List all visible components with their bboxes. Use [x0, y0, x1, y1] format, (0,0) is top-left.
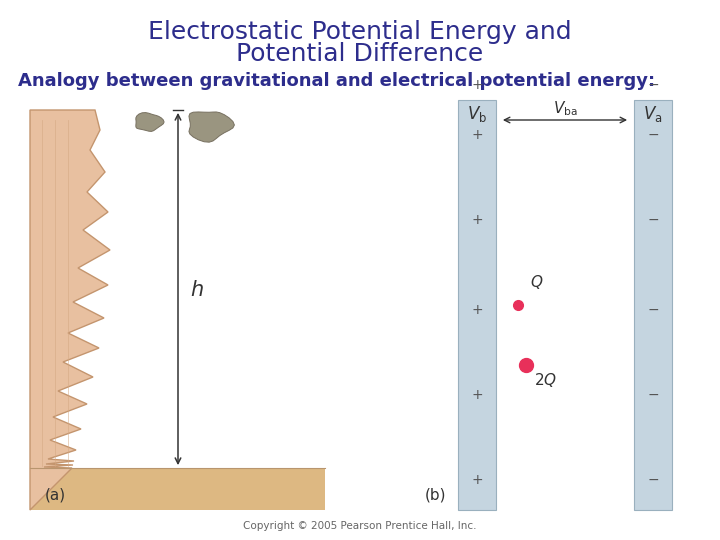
Text: +: +: [471, 303, 483, 317]
Polygon shape: [136, 112, 164, 131]
Text: $V_\mathrm{ba}$: $V_\mathrm{ba}$: [553, 99, 577, 118]
Text: $2Q$: $2Q$: [534, 371, 557, 389]
Text: +: +: [471, 128, 483, 142]
Text: (a): (a): [45, 488, 66, 503]
Text: −: −: [647, 388, 659, 402]
Text: $Q$: $Q$: [530, 273, 544, 291]
Text: −: −: [647, 303, 659, 317]
Text: (b): (b): [424, 488, 446, 503]
Polygon shape: [30, 110, 110, 510]
Text: −: −: [647, 473, 659, 487]
Text: −: −: [647, 128, 659, 142]
Text: −: −: [647, 78, 659, 92]
Text: +: +: [471, 78, 483, 92]
Polygon shape: [189, 112, 235, 142]
Text: Potential Difference: Potential Difference: [236, 42, 484, 66]
Text: +: +: [471, 213, 483, 227]
Text: $V_\mathrm{b}$: $V_\mathrm{b}$: [467, 104, 487, 124]
Text: +: +: [471, 473, 483, 487]
Text: +: +: [471, 388, 483, 402]
Text: $V_\mathrm{a}$: $V_\mathrm{a}$: [643, 104, 662, 124]
Text: $h$: $h$: [190, 280, 204, 300]
FancyBboxPatch shape: [634, 100, 672, 510]
FancyBboxPatch shape: [30, 468, 325, 510]
Text: Analogy between gravitational and electrical potential energy:: Analogy between gravitational and electr…: [18, 72, 655, 90]
Text: −: −: [647, 213, 659, 227]
Text: Electrostatic Potential Energy and: Electrostatic Potential Energy and: [148, 20, 572, 44]
Text: Copyright © 2005 Pearson Prentice Hall, Inc.: Copyright © 2005 Pearson Prentice Hall, …: [243, 521, 477, 531]
FancyBboxPatch shape: [458, 100, 496, 510]
